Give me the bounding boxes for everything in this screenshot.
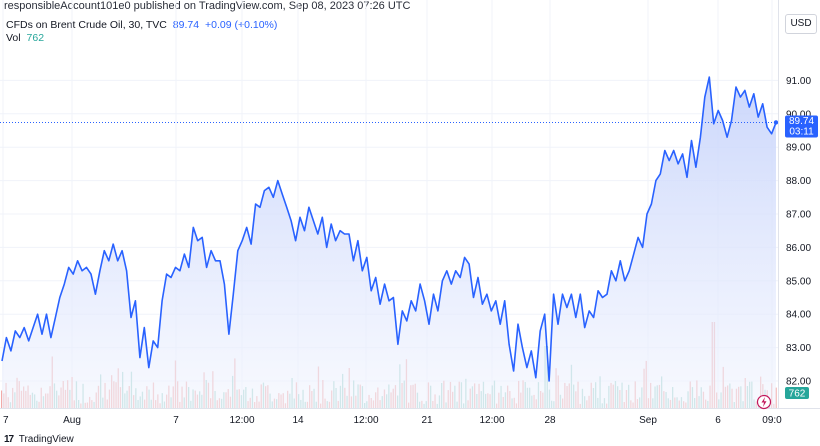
x-tick-label: 12:00: [479, 415, 504, 426]
change-value: +0.09 (+0.10%): [205, 19, 278, 31]
x-tick-label: 21: [421, 415, 433, 426]
volume-legend-value: 762: [26, 32, 45, 44]
time-axis[interactable]: 7 Aug 7 12:00 14 12:00 21 12:00 28 Sep 6 09:0: [3, 415, 782, 426]
last-price-dot: [773, 120, 779, 125]
y-tick-label: 90.00: [786, 109, 811, 120]
price-tag-countdown: 03:11: [789, 126, 814, 137]
x-tick-label: 6: [715, 415, 721, 426]
tradingview-brand[interactable]: 17 TradingView: [4, 434, 74, 445]
price-tag-value: 89.74: [789, 116, 814, 127]
x-tick-label: 7: [3, 415, 9, 426]
x-tick-label: Sep: [639, 415, 657, 426]
volume-bar: [1, 390, 3, 408]
y-tick-label: 84.00: [786, 310, 811, 321]
brand-name: TradingView: [18, 434, 74, 445]
last-value: 89.74: [172, 19, 200, 31]
x-tick-label: 28: [544, 415, 556, 426]
currency-button[interactable]: USD: [785, 14, 817, 34]
published-caption: responsibleAccount101e0 published on Tra…: [4, 0, 411, 12]
volume-legend-label: Vol: [6, 32, 21, 44]
y-tick-label: 91.00: [786, 76, 811, 87]
x-tick-label: 14: [292, 415, 304, 426]
tradingview-logo-icon: 17: [4, 434, 14, 445]
y-tick-label: 83.00: [786, 343, 811, 354]
x-tick-label: 12:00: [353, 415, 378, 426]
lightning-button[interactable]: [756, 394, 772, 410]
y-tick-label: 88.00: [786, 176, 811, 187]
y-tick-label: 86.00: [786, 243, 811, 254]
x-tick-label: 12:00: [229, 415, 254, 426]
y-tick-label: 89.00: [786, 143, 811, 154]
price-tag: 89.74 03:11: [785, 115, 818, 138]
y-tick-label: 82.00: [786, 377, 811, 388]
price-axis[interactable]: 82.00 83.00 84.00 85.00 86.00 87.00 88.00 89.00…: [786, 76, 811, 388]
volume-bar: [775, 387, 777, 408]
symbol-title: CFDs on Brent Crude Oil, 30, TVC: [6, 19, 167, 31]
volume-legend: Vol 762: [6, 32, 44, 44]
volume-tag-value: 762: [789, 389, 806, 400]
price-area: [2, 77, 776, 408]
y-tick-label: 85.00: [786, 276, 811, 287]
volume-tag: 762: [785, 387, 809, 400]
x-tick-label: 7: [173, 415, 179, 426]
y-tick-label: 87.00: [786, 210, 811, 221]
price-line: [1, 76, 777, 382]
x-tick-label: 09:0: [762, 415, 782, 426]
symbol-legend: CFDs on Brent Crude Oil, 30, TVC 89.74 +…: [6, 19, 277, 31]
x-tick-label: Aug: [63, 415, 81, 426]
